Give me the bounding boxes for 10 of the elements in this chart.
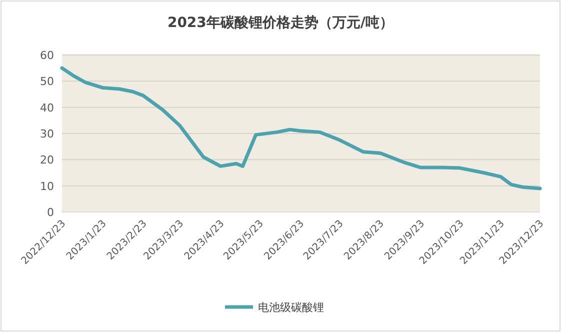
chart-title: 2023年碳酸锂价格走势（万元/吨） bbox=[167, 15, 394, 31]
y-tick-label: 30 bbox=[40, 128, 54, 140]
y-tick-label: 0 bbox=[47, 206, 54, 219]
y-tick-label: 60 bbox=[40, 49, 54, 62]
y-tick-label: 40 bbox=[40, 101, 54, 114]
y-tick-label: 10 bbox=[40, 180, 54, 193]
y-tick-label: 20 bbox=[40, 154, 54, 167]
legend-label: 电池级碳酸锂 bbox=[258, 301, 324, 314]
line-series bbox=[60, 66, 542, 190]
y-tick-label: 50 bbox=[40, 75, 54, 88]
